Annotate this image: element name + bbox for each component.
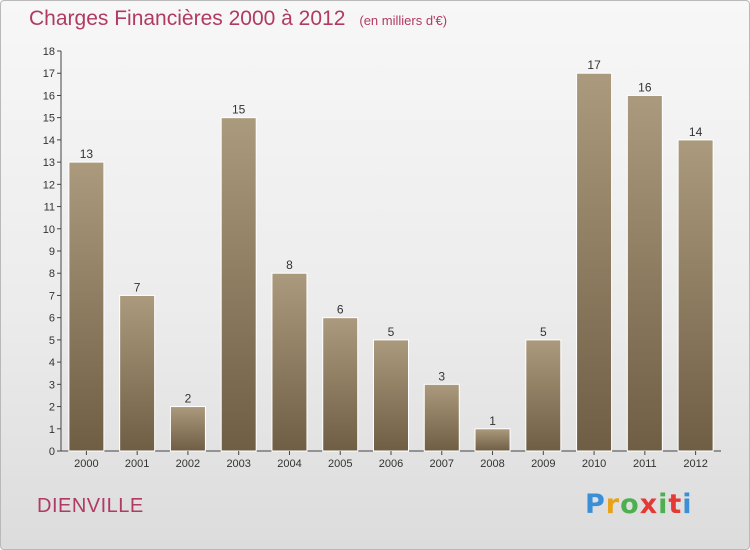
data-label: 17	[587, 58, 601, 72]
data-label: 2	[185, 392, 192, 406]
chart-title: Charges Financières 2000 à 2012 (en milli…	[29, 7, 447, 31]
data-label: 1	[489, 414, 496, 428]
data-label: 15	[232, 103, 246, 117]
y-tick-label: 16	[43, 90, 55, 102]
y-tick-label: 0	[49, 446, 55, 458]
bar	[68, 161, 105, 452]
x-tick-label: 2009	[531, 458, 555, 470]
y-tick-label: 18	[43, 46, 55, 58]
logo-letter: x	[639, 489, 659, 520]
x-tick-label: 2001	[125, 458, 149, 470]
place-name: DIENVILLE	[37, 495, 144, 517]
bar	[525, 339, 562, 452]
bar	[373, 339, 409, 452]
x-tick-label: 2006	[379, 458, 403, 470]
data-label: 13	[80, 147, 94, 161]
y-tick-label: 7	[49, 290, 55, 302]
bar	[271, 272, 308, 452]
data-label: 6	[337, 303, 344, 317]
logo-letter: i	[682, 489, 693, 520]
bar	[220, 117, 257, 452]
x-tick-label: 2012	[683, 458, 707, 470]
data-label: 3	[438, 369, 445, 383]
bar-chart: 0123456789101112131415161718132000720012…	[43, 46, 721, 470]
y-tick-label: 10	[43, 224, 55, 236]
bar	[322, 317, 359, 452]
logo-letter: P	[585, 489, 606, 520]
y-tick-label: 13	[43, 157, 55, 169]
data-label: 16	[638, 80, 652, 94]
bar	[576, 72, 613, 452]
data-label: 8	[286, 258, 293, 272]
logo-letter: i	[658, 489, 669, 520]
bar	[474, 428, 511, 452]
x-tick-label: 2007	[430, 458, 454, 470]
x-tick-label: 2002	[176, 458, 200, 470]
x-tick-label: 2000	[74, 458, 98, 470]
plot-area: 0123456789101112131415161718132000720012…	[43, 46, 721, 470]
y-tick-label: 6	[49, 313, 55, 325]
data-label: 5	[540, 325, 547, 339]
x-tick-label: 2008	[480, 458, 504, 470]
data-label: 5	[388, 325, 395, 339]
chart-unit: (en milliers d'€)	[359, 13, 448, 28]
y-tick-label: 15	[43, 113, 55, 125]
y-tick-label: 8	[49, 268, 55, 280]
x-tick-label: 2011	[633, 458, 657, 470]
y-tick-label: 1	[49, 424, 55, 436]
y-tick-label: 17	[43, 68, 55, 80]
bar	[626, 94, 663, 452]
data-label: 7	[134, 280, 141, 294]
y-tick-label: 14	[43, 135, 55, 147]
logo-letter: t	[668, 489, 683, 520]
proxiti-logo: Proxiti	[585, 489, 693, 520]
x-tick-label: 2005	[328, 458, 352, 470]
y-tick-label: 3	[49, 379, 55, 391]
y-tick-label: 5	[49, 335, 55, 347]
bar	[119, 294, 156, 452]
x-tick-label: 2010	[582, 458, 606, 470]
data-label: 14	[689, 125, 703, 139]
y-tick-label: 4	[49, 357, 55, 369]
y-tick-label: 11	[44, 202, 55, 214]
bar	[677, 139, 714, 452]
x-tick-label: 2004	[277, 458, 301, 470]
bar	[423, 383, 460, 452]
bar	[169, 406, 206, 452]
logo-letter: o	[620, 489, 640, 520]
x-tick-label: 2003	[226, 458, 250, 470]
y-tick-label: 2	[49, 402, 55, 414]
y-tick-label: 9	[49, 246, 55, 258]
chart-title-text: Charges Financières 2000 à 2012	[29, 7, 346, 30]
logo-letter: r	[605, 489, 621, 520]
y-tick-label: 12	[43, 179, 55, 191]
